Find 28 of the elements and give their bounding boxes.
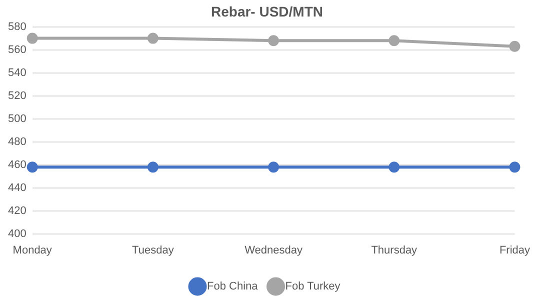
y-tick-label: 560 [8,44,26,56]
point [268,35,280,46]
y-tick-label: 440 [8,182,26,194]
point [147,32,158,44]
point [388,162,400,173]
x-tick-label: Friday [499,244,530,256]
y-tick-label: 420 [8,204,26,217]
y-tick-label: 500 [8,112,26,125]
legend-label: Fob Turkey [285,280,341,293]
x-tick-label: Wednesday [244,244,303,256]
point [509,40,520,52]
x-tick-label: Tuesday [132,244,174,256]
point [147,162,158,173]
y-tick-label: 460 [8,158,26,171]
point [26,32,38,44]
y-tick-label: 400 [8,228,26,240]
point [26,162,38,173]
point [388,35,400,46]
y-tick-label: 480 [8,136,26,148]
x-tick-label: Monday [12,244,52,256]
y-tick-label: 520 [8,90,26,102]
y-tick-label: 580 [8,20,26,33]
legend-label: Fob China [207,280,259,293]
y-tick-label: 540 [8,66,26,79]
point [268,162,280,173]
chart-title: Rebar- USD/MTN [210,3,324,20]
x-tick-label: Thursday [371,244,418,256]
point [509,162,520,173]
